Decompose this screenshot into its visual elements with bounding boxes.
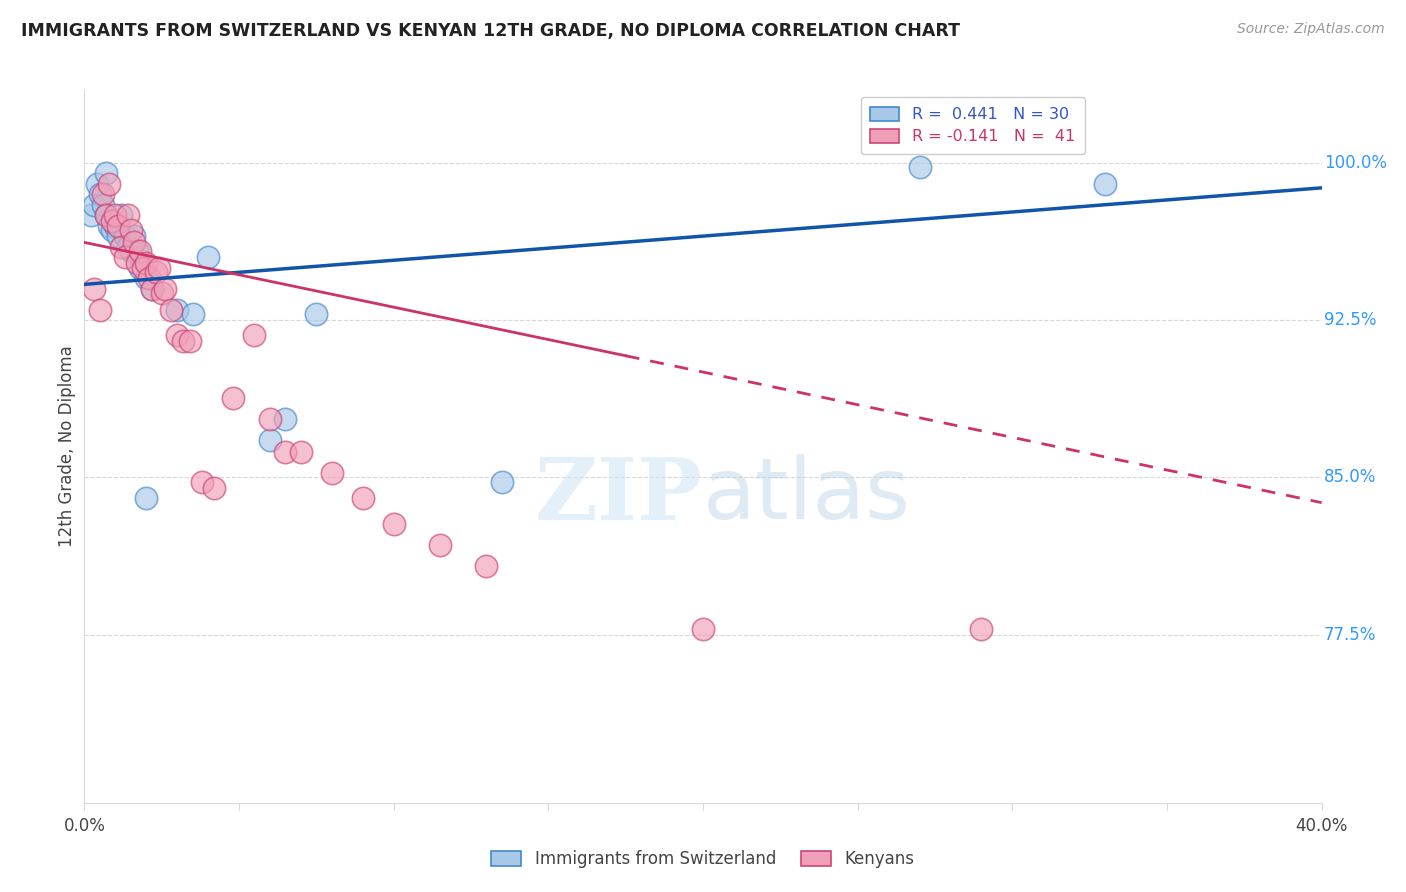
Point xyxy=(129,260,152,275)
Point xyxy=(172,334,194,348)
Point xyxy=(197,250,219,264)
Point xyxy=(429,538,451,552)
Point xyxy=(89,302,111,317)
Point xyxy=(181,307,204,321)
Point xyxy=(110,208,132,222)
Point xyxy=(491,475,513,489)
Point xyxy=(110,239,132,253)
Point xyxy=(94,208,117,222)
Point xyxy=(148,260,170,275)
Text: 77.5%: 77.5% xyxy=(1324,626,1376,644)
Point xyxy=(243,327,266,342)
Point xyxy=(91,187,114,202)
Point xyxy=(98,219,121,233)
Point xyxy=(141,282,163,296)
Point xyxy=(98,177,121,191)
Point xyxy=(120,223,142,237)
Point xyxy=(101,223,124,237)
Point xyxy=(132,260,155,275)
Text: 92.5%: 92.5% xyxy=(1324,311,1376,329)
Text: IMMIGRANTS FROM SWITZERLAND VS KENYAN 12TH GRADE, NO DIPLOMA CORRELATION CHART: IMMIGRANTS FROM SWITZERLAND VS KENYAN 12… xyxy=(21,22,960,40)
Point xyxy=(125,244,148,258)
Point xyxy=(107,229,129,244)
Point xyxy=(475,558,498,573)
Text: Source: ZipAtlas.com: Source: ZipAtlas.com xyxy=(1237,22,1385,37)
Point xyxy=(150,285,173,300)
Point xyxy=(908,160,931,174)
Point xyxy=(94,208,117,222)
Point xyxy=(166,302,188,317)
Point xyxy=(104,219,127,233)
Point xyxy=(274,411,297,425)
Point xyxy=(145,265,167,279)
Point xyxy=(179,334,201,348)
Point xyxy=(107,219,129,233)
Point xyxy=(141,282,163,296)
Point xyxy=(79,208,101,222)
Text: 85.0%: 85.0% xyxy=(1324,468,1376,486)
Point xyxy=(274,445,297,459)
Point xyxy=(305,307,328,321)
Point xyxy=(153,282,176,296)
Point xyxy=(1094,177,1116,191)
Point xyxy=(91,197,114,211)
Point xyxy=(382,516,405,531)
Point xyxy=(86,177,108,191)
Point xyxy=(120,244,142,258)
Point xyxy=(94,166,117,180)
Text: atlas: atlas xyxy=(703,454,911,538)
Point xyxy=(89,187,111,202)
Point xyxy=(117,239,139,253)
Point xyxy=(122,235,145,250)
Point xyxy=(202,481,225,495)
Point xyxy=(101,214,124,228)
Point xyxy=(122,229,145,244)
Point xyxy=(83,282,105,296)
Point xyxy=(135,256,157,270)
Point xyxy=(692,622,714,636)
Point xyxy=(135,271,157,285)
Legend: Immigrants from Switzerland, Kenyans: Immigrants from Switzerland, Kenyans xyxy=(485,844,921,875)
Point xyxy=(222,391,245,405)
Point xyxy=(160,302,183,317)
Point xyxy=(352,491,374,506)
Point xyxy=(104,208,127,222)
Point xyxy=(321,467,343,481)
Point xyxy=(83,197,105,211)
Point xyxy=(138,271,160,285)
Point xyxy=(166,327,188,342)
Point xyxy=(191,475,214,489)
Text: ZIP: ZIP xyxy=(536,454,703,538)
Point xyxy=(117,208,139,222)
Point xyxy=(114,229,136,244)
Legend: R =  0.441   N = 30, R = -0.141   N =  41: R = 0.441 N = 30, R = -0.141 N = 41 xyxy=(860,97,1085,154)
Point xyxy=(125,256,148,270)
Point xyxy=(259,433,281,447)
Point xyxy=(970,622,993,636)
Text: 100.0%: 100.0% xyxy=(1324,153,1388,171)
Point xyxy=(114,250,136,264)
Point xyxy=(135,491,157,506)
Point xyxy=(129,244,152,258)
Point xyxy=(290,445,312,459)
Y-axis label: 12th Grade, No Diploma: 12th Grade, No Diploma xyxy=(58,345,76,547)
Point xyxy=(259,411,281,425)
